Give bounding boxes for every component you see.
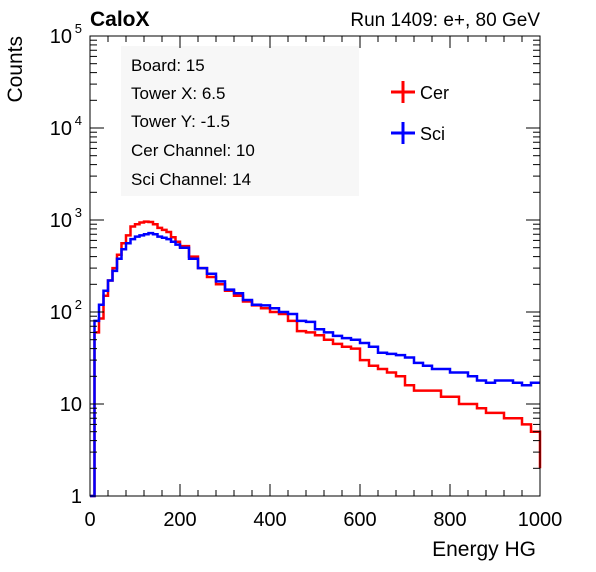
- x-tick-label: 1000: [518, 509, 563, 531]
- y-tick-exponent: 3: [75, 205, 82, 220]
- legend-marker-sci: [391, 122, 415, 144]
- x-tick-label: 600: [343, 509, 376, 531]
- x-axis: 0 200 400 600 800 1000: [84, 36, 562, 531]
- y-tick-label: 10: [50, 26, 72, 48]
- plot-frame: [89, 35, 541, 497]
- y-tick-exponent: 5: [75, 21, 82, 36]
- run-label: Run 1409: e+, 80 GeV: [350, 10, 540, 31]
- info-box: Board: 15 Tower X: 6.5 Tower Y: -1.5 Cer…: [121, 46, 359, 196]
- x-tick-label: 400: [253, 509, 286, 531]
- y-tick-label: 10: [50, 302, 72, 324]
- x-tick-label: 800: [433, 509, 466, 531]
- legend-label-sci: Sci: [420, 124, 445, 144]
- brand-label: CaloX: [90, 8, 150, 31]
- y-tick-exponent: 2: [75, 297, 82, 312]
- y-tick-label: 10: [50, 210, 72, 232]
- info-tower-y: Tower Y: -1.5: [131, 112, 230, 131]
- y-tick-exponent: 4: [75, 113, 82, 128]
- series-layer: [90, 220, 542, 498]
- info-tower-x: Tower X: 6.5: [131, 84, 226, 103]
- y-tick-label: 10: [50, 118, 72, 140]
- x-axis-title: Energy HG: [432, 538, 536, 561]
- x-tick-label: 0: [84, 509, 95, 531]
- x-tick-label: 200: [163, 509, 196, 531]
- legend: Cer Sci: [391, 81, 449, 144]
- info-sci-channel: Sci Channel: 14: [131, 170, 251, 189]
- info-board: Board: 15: [131, 56, 205, 75]
- series-line-sci: [90, 231, 540, 498]
- y-tick-label: 1: [71, 486, 82, 508]
- y-tick-label: 10: [60, 394, 82, 416]
- legend-label-cer: Cer: [420, 83, 449, 103]
- legend-marker-cer: [391, 81, 415, 103]
- info-cer-channel: Cer Channel: 10: [131, 141, 255, 160]
- y-axis-title: Counts: [4, 36, 27, 103]
- info-box-background: [121, 46, 359, 196]
